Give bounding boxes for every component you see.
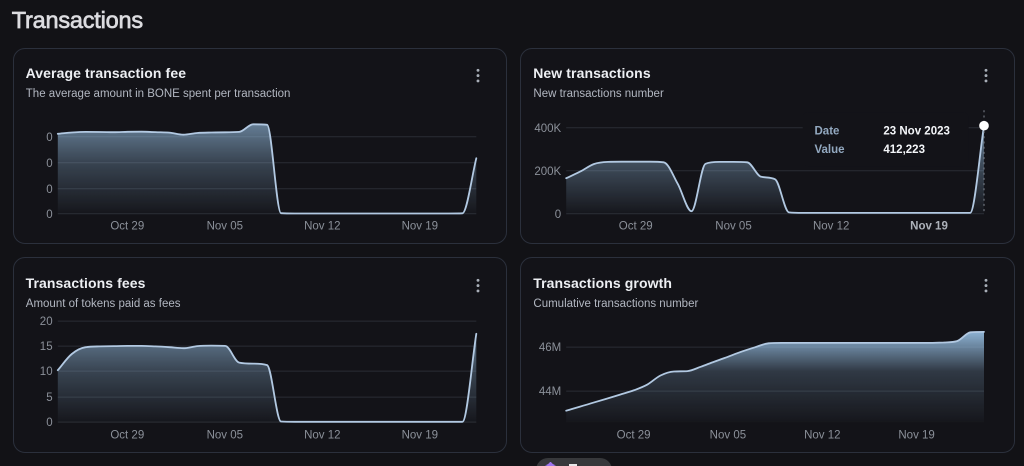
svg-text:0: 0 — [46, 183, 52, 195]
svg-text:Oct 29: Oct 29 — [110, 430, 144, 442]
svg-text:Nov 12: Nov 12 — [304, 220, 340, 232]
svg-text:Nov 19: Nov 19 — [401, 220, 437, 232]
svg-text:0: 0 — [46, 208, 52, 220]
svg-text:200K: 200K — [535, 165, 562, 177]
svg-text:Date: Date — [815, 125, 840, 137]
svg-text:Nov 05: Nov 05 — [710, 430, 746, 442]
svg-text:412,223: 412,223 — [884, 144, 926, 156]
svg-text:46M: 46M — [539, 342, 561, 354]
svg-text:0: 0 — [555, 208, 561, 220]
svg-text:Nov 05: Nov 05 — [206, 220, 242, 232]
svg-text:Nov 12: Nov 12 — [813, 220, 849, 232]
svg-text:Nov 12: Nov 12 — [804, 430, 840, 442]
svg-text:Nov 05: Nov 05 — [206, 430, 242, 442]
svg-text:Nov 19: Nov 19 — [910, 220, 948, 232]
svg-text:Oct 29: Oct 29 — [617, 430, 651, 442]
svg-text:Nov 05: Nov 05 — [716, 220, 752, 232]
svg-text:Oct 29: Oct 29 — [619, 220, 653, 232]
svg-text:Value: Value — [815, 144, 845, 156]
svg-text:23 Nov 2023: 23 Nov 2023 — [884, 125, 951, 137]
svg-text:15: 15 — [39, 341, 52, 353]
svg-text:0: 0 — [46, 157, 52, 169]
svg-text:5: 5 — [46, 392, 52, 404]
svg-text:10: 10 — [39, 366, 52, 378]
svg-text:20: 20 — [39, 316, 52, 328]
svg-text:Nov 19: Nov 19 — [899, 430, 935, 442]
svg-text:Nov 19: Nov 19 — [401, 430, 437, 442]
svg-text:400K: 400K — [535, 122, 562, 134]
svg-text:Oct 29: Oct 29 — [110, 220, 144, 232]
svg-text:0: 0 — [46, 131, 52, 143]
svg-text:44M: 44M — [539, 386, 561, 398]
svg-text:Nov 12: Nov 12 — [304, 430, 340, 442]
svg-text:0: 0 — [46, 417, 52, 429]
